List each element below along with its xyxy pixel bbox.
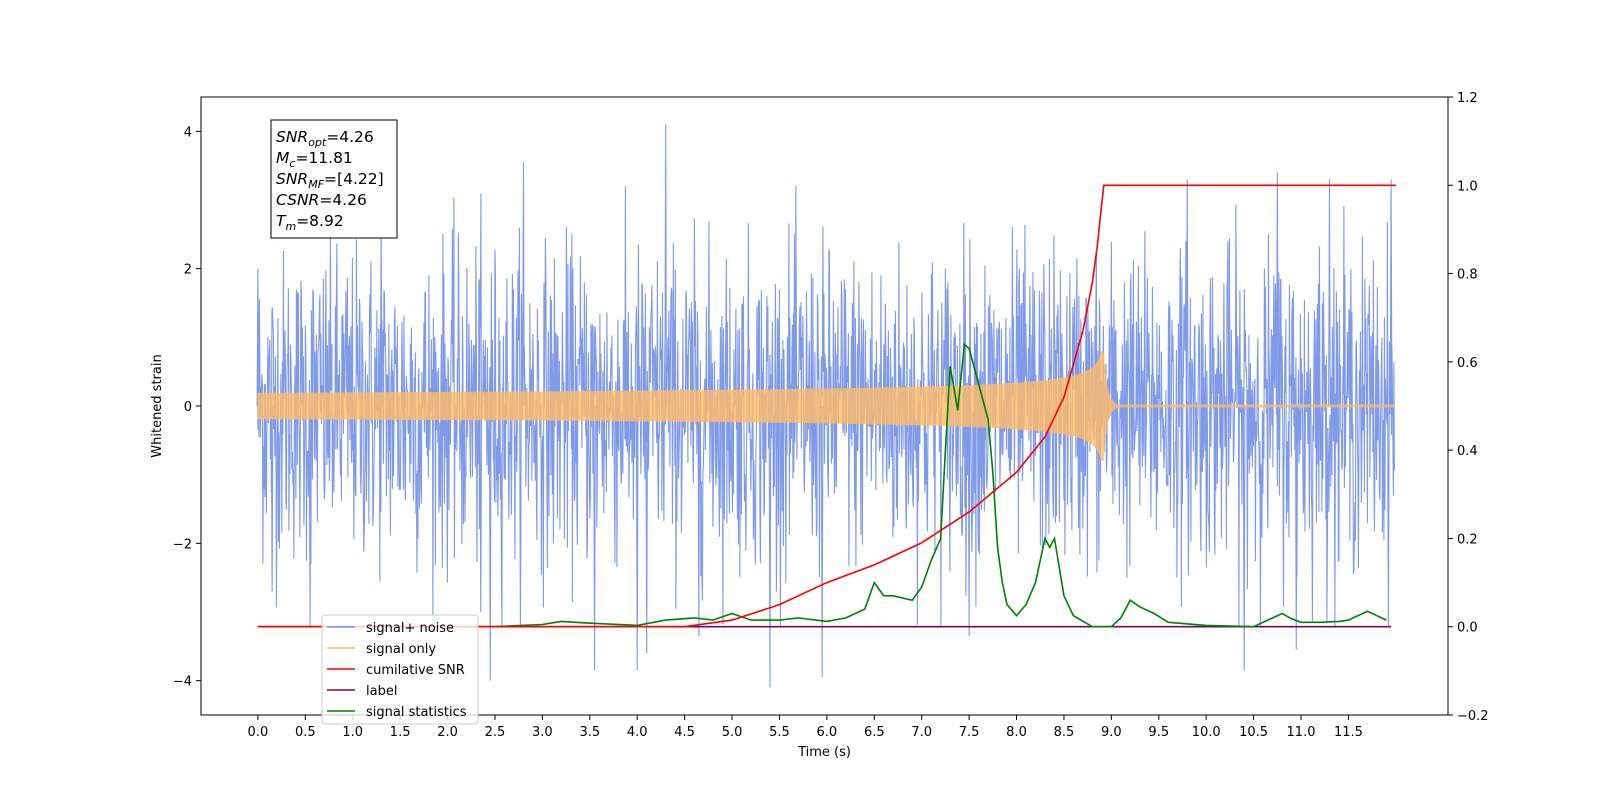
y-right-tick-label: 0.6 [1457,356,1478,371]
x-tick-label: 4.0 [627,725,648,740]
annotation-line: CSNR=4.26 [276,191,367,209]
annotation-line: SNRMF=[4.22] [276,170,384,191]
y-right-tick-label: 0.4 [1457,444,1478,459]
legend-label: signal statistics [366,705,467,720]
legend-label: signal only [366,642,436,657]
x-tick-label: 8.0 [1006,725,1027,740]
annotation-symbol: SNR [276,170,308,188]
y-right-tick-label: 0.8 [1457,268,1478,283]
annotation-line: Mc=11.81 [276,149,353,170]
y-tick-label: 2 [184,263,192,278]
annotation-line: SNRopt=4.26 [276,128,374,149]
x-tick-label: 3.0 [532,725,553,740]
annotation-symbol: T [276,212,287,230]
x-tick-label: 10.0 [1192,725,1221,740]
x-tick-label: 6.0 [817,725,838,740]
y-axis-label: Whitened strain [150,354,165,457]
y-axis-ticks: −4 −2 0 2 4 [173,125,201,690]
annotation-subscript: m [285,220,296,233]
legend-label: cumilative SNR [366,663,465,678]
x-tick-label: 1.5 [390,725,411,740]
x-tick-label: 8.5 [1054,725,1075,740]
y-right-tick-label: 1.2 [1457,91,1478,106]
x-tick-label: 11.0 [1287,725,1316,740]
annotation-value: =[4.22] [324,170,384,188]
annotation-subscript: opt [308,136,327,149]
annotation-box [270,119,398,239]
x-tick-label: 0.0 [248,725,269,740]
y-tick-label: −4 [173,675,192,690]
annotation-value: =11.81 [295,149,352,167]
x-tick-label: 3.5 [579,725,600,740]
x-tick-label: 9.5 [1148,725,1169,740]
x-tick-label: 0.5 [295,725,316,740]
series-cumilative-snr-line [257,184,1396,628]
y-axis-right-ticks: −0.2 0.0 0.2 0.4 0.6 0.8 1.0 1.2 [1448,91,1489,724]
annotation-subscript: c [289,157,295,170]
y-tick-label: −2 [173,537,192,552]
legend: signal+ noise signal only cumilative SNR la… [321,614,479,725]
x-tick-label: 7.5 [959,725,980,740]
x-tick-label: 4.5 [674,725,695,740]
chirp-series [257,351,1395,461]
y-right-tick-label: 1.0 [1457,179,1478,194]
annotation-symbol: CSNR [276,191,319,209]
x-tick-label: 10.5 [1239,725,1268,740]
x-tick-label: 9.0 [1101,725,1122,740]
x-tick-label: 5.5 [769,725,790,740]
stats-annotation: SNRopt=4.26Mc=11.81SNRMF=[4.22]CSNR=4.26… [270,119,398,239]
x-tick-label: 5.0 [722,725,743,740]
annotation-value: =4.26 [326,128,374,146]
annotation-value: =8.92 [296,212,344,230]
annotation-subscript: MF [308,178,324,191]
x-axis-ticks: 0.0 0.5 1.0 1.5 2.0 2.5 3.0 3.5 4.0 4.5 5.0 5.5 6.0 6… [248,715,1363,740]
annotation-symbol: M [276,149,289,167]
y-tick-label: 0 [184,400,192,415]
x-tick-label: 2.5 [485,725,506,740]
x-tick-label: 1.0 [342,725,363,740]
x-tick-label: 7.0 [911,725,932,740]
series-signal-statistics-line [257,342,1387,628]
legend-label: signal+ noise [366,621,454,636]
x-tick-label: 6.5 [864,725,885,740]
annotation-symbol: SNR [276,128,308,146]
x-tick-label: 11.5 [1334,725,1363,740]
y-right-tick-label: 0.2 [1457,532,1478,547]
legend-label: label [366,684,397,699]
y-tick-label: 4 [184,125,192,140]
x-tick-label: 2.0 [437,725,458,740]
x-axis-label: Time (s) [797,745,851,760]
series-signal-only-line [257,351,1395,461]
annotation-value: =4.26 [319,191,367,209]
y-right-tick-label: 0.0 [1457,621,1478,636]
y-right-tick-label: −0.2 [1457,709,1489,724]
legend-frame [321,614,479,725]
annotation-line: Tm=8.92 [276,212,344,233]
